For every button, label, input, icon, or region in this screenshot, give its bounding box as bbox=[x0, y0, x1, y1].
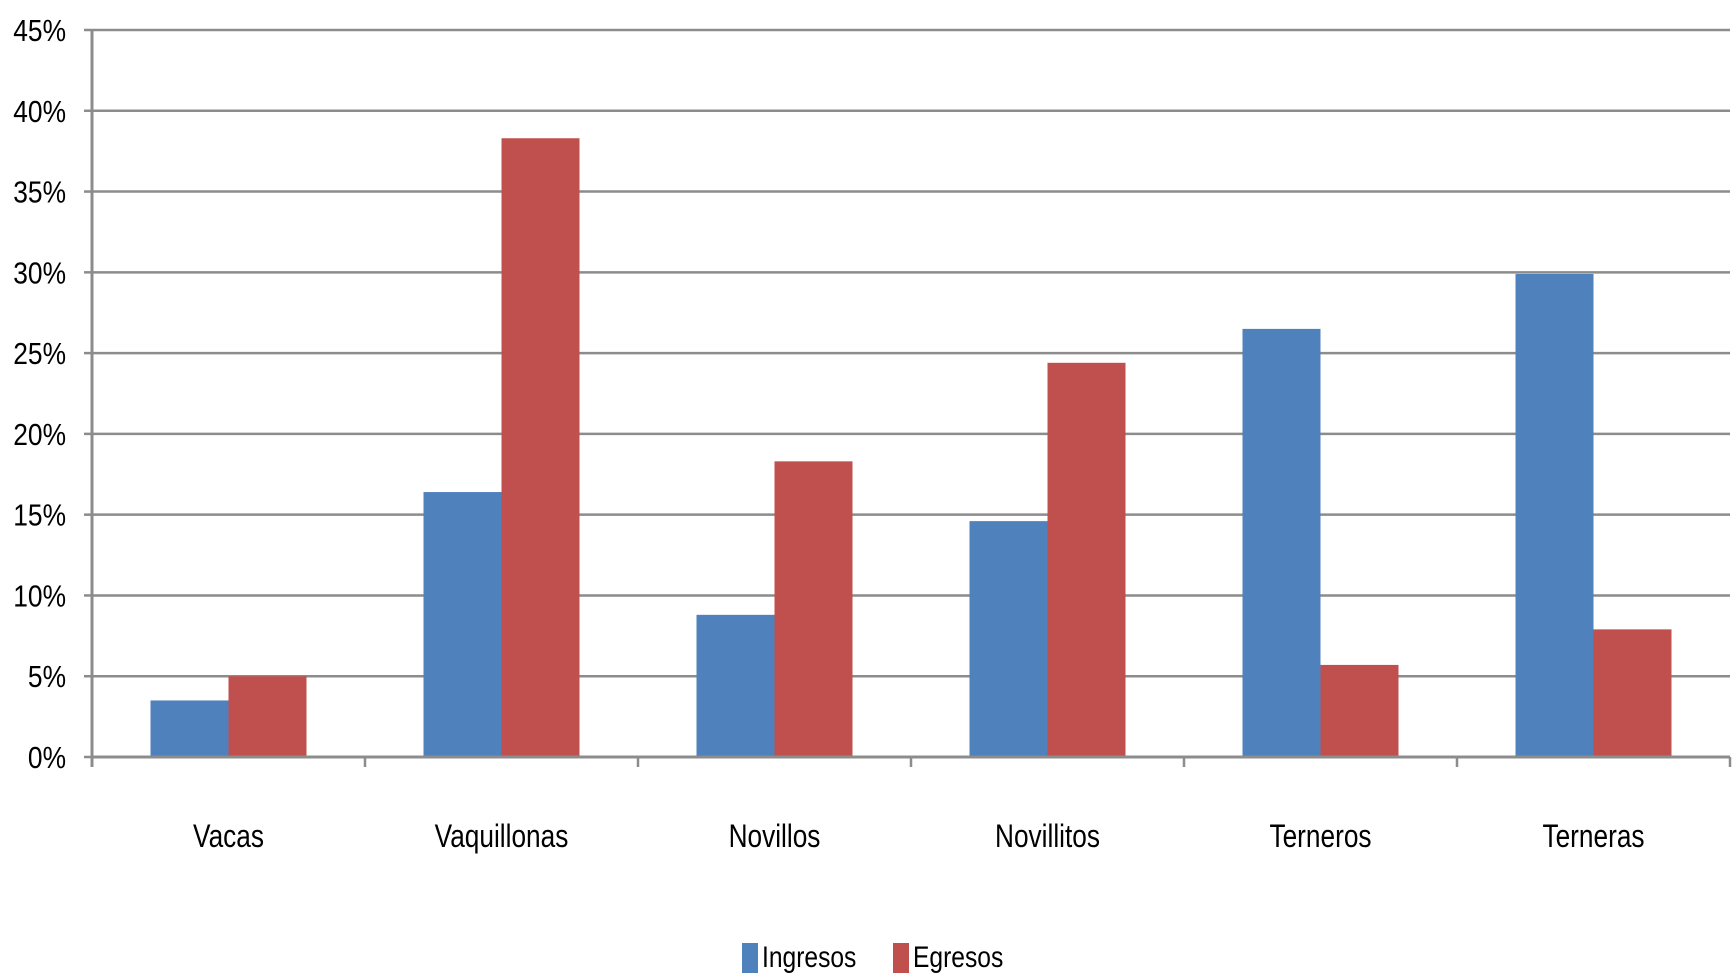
legend-swatch bbox=[742, 943, 758, 973]
bar-egresos-novillitos bbox=[1047, 362, 1126, 757]
y-tick-label: 40% bbox=[13, 95, 66, 129]
x-tick-label: Vacas bbox=[193, 820, 264, 855]
y-tick-label: 45% bbox=[13, 14, 66, 48]
y-tick-label: 15% bbox=[13, 499, 66, 533]
x-tick-label: Vaquillonas bbox=[435, 820, 569, 855]
y-tick-label: 35% bbox=[13, 176, 66, 210]
bar-ingresos-terneras bbox=[1515, 273, 1594, 757]
bar-egresos-terneros bbox=[1320, 664, 1399, 757]
x-tick-label: Terneras bbox=[1542, 820, 1644, 855]
bar-chart: 0% 5% 10% 15% 20% 25% 30% 35% 40% 45% Vacas Vaquil… bbox=[13, 14, 1732, 855]
bar-egresos-vaquillonas bbox=[501, 138, 580, 758]
y-tick-label: 30% bbox=[13, 256, 66, 290]
bar-egresos-novillos bbox=[774, 461, 853, 757]
x-axis-tick-labels: Vacas Vaquillonas Novillos Novillitos Terner… bbox=[193, 820, 1645, 855]
y-tick-label: 25% bbox=[13, 337, 66, 371]
bar-ingresos-novillos bbox=[696, 614, 775, 757]
axes bbox=[90, 30, 1732, 767]
gridlines bbox=[84, 28, 1730, 759]
x-tick-label: Terneros bbox=[1269, 820, 1371, 855]
y-axis-tick-labels: 0% 5% 10% 15% 20% 25% 30% 35% 40% 45% bbox=[13, 14, 66, 775]
y-tick-label: 0% bbox=[28, 741, 66, 775]
x-tick-label: Novillos bbox=[729, 820, 821, 855]
legend: Ingresos Egresos bbox=[0, 940, 1736, 980]
legend-label: Ingresos bbox=[762, 941, 857, 974]
y-tick-label: 20% bbox=[13, 418, 66, 452]
bars bbox=[150, 138, 1672, 758]
legend-item-ingresos: Ingresos bbox=[742, 940, 877, 976]
bar-ingresos-vaquillonas bbox=[423, 492, 502, 757]
legend-item-egresos: Egresos bbox=[893, 940, 1023, 976]
legend-label: Egresos bbox=[913, 941, 1004, 974]
bar-egresos-terneras bbox=[1593, 629, 1672, 757]
bar-egresos-vacas bbox=[228, 676, 307, 757]
legend-swatch bbox=[893, 943, 909, 973]
y-tick-label: 5% bbox=[28, 660, 66, 694]
y-tick-label: 10% bbox=[13, 580, 66, 614]
bar-ingresos-novillitos bbox=[969, 521, 1048, 757]
bar-ingresos-terneros bbox=[1242, 328, 1321, 757]
bar-ingresos-vacas bbox=[150, 700, 229, 757]
x-tick-label: Novillitos bbox=[995, 820, 1100, 855]
